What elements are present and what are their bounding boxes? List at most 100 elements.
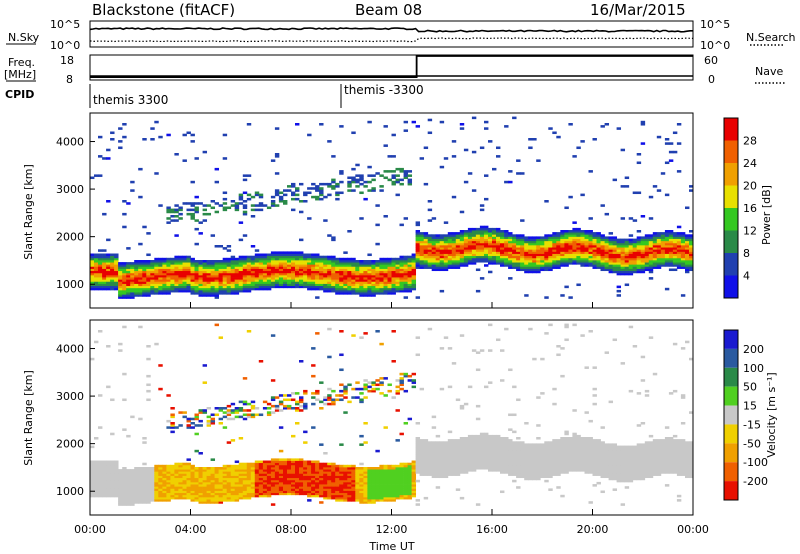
- velCells-cell: [170, 496, 175, 500]
- powerCells-cell: [250, 245, 256, 248]
- powerCells-cell: [323, 195, 328, 199]
- powerCells-cell: [399, 182, 404, 186]
- velCells-cell: [134, 488, 139, 491]
- powerCells-cell: [90, 272, 95, 276]
- powerCells-cell: [640, 236, 646, 239]
- powerCells-cell: [508, 245, 513, 248]
- powerCells-cell: [210, 200, 216, 203]
- velCells-cell: [339, 479, 344, 483]
- velCells-cell: [287, 490, 292, 494]
- velCells-cell: [455, 460, 461, 464]
- powerCells-cell: [459, 238, 465, 242]
- powerCells-cell: [214, 167, 220, 171]
- velCells-cell: [194, 492, 199, 496]
- powerCells-cell: [210, 285, 216, 289]
- velCells-cell: [182, 477, 187, 481]
- powerCells-cell: [532, 251, 537, 254]
- velCells-cell: [102, 464, 107, 468]
- velCells-cell: [423, 454, 429, 457]
- velCells-cell: [138, 494, 143, 498]
- velCells-cell: [258, 492, 264, 496]
- powerCells-cell: [379, 289, 384, 293]
- velCells-cell: [347, 488, 352, 491]
- velCells-cell: [319, 488, 324, 491]
- velCells-cell: [166, 496, 171, 500]
- velCells-cell: [307, 471, 312, 474]
- powerCells-cell: [174, 262, 179, 265]
- powerCells-cell: [258, 285, 264, 289]
- powerCells-cell: [479, 257, 485, 261]
- velCells-cell: [94, 462, 99, 466]
- velCells-cell: [323, 490, 328, 494]
- powerCells-cell: [431, 268, 437, 272]
- powerCells-cell: [246, 264, 252, 267]
- velCells-cell: [371, 471, 376, 474]
- powerCells-cell: [347, 283, 352, 287]
- powerCells-cell: [383, 264, 388, 267]
- powerCells-cell: [528, 245, 533, 248]
- velCells-cell: [162, 467, 167, 470]
- powerCells-cell: [592, 264, 597, 267]
- powerCells-cell: [656, 249, 662, 252]
- powerCells-cell: [146, 287, 151, 291]
- velCells-cell: [295, 490, 300, 494]
- powerCells-cell: [419, 264, 425, 267]
- powerCells-cell: [556, 236, 561, 239]
- velCells-cell: [399, 477, 404, 481]
- powerCells-cell: [427, 249, 433, 252]
- powerCells-cell: [246, 285, 252, 289]
- velCells-cell: [319, 407, 324, 410]
- powerCells-cell: [427, 236, 433, 239]
- powerCells-cell: [471, 189, 477, 192]
- velCells-cell: [447, 469, 453, 472]
- powerCells-cell: [214, 268, 220, 272]
- powerCells-cell: [303, 191, 308, 195]
- powerCells-cell: [488, 257, 493, 261]
- powerCells-cell: [295, 187, 300, 190]
- powerCells-cell: [226, 257, 232, 261]
- powerCells-cell: [672, 253, 678, 257]
- velCells-cell: [291, 392, 296, 395]
- powerCells-cell: [126, 294, 131, 297]
- velCells-cell: [194, 415, 199, 419]
- powerCells-cell: [335, 281, 340, 284]
- powerCells-cell: [685, 245, 690, 248]
- powerCells-cell: [214, 264, 220, 267]
- velCells-cell: [399, 484, 404, 487]
- velCells-cell: [343, 411, 348, 414]
- powerCells-cell: [431, 257, 437, 261]
- powerCells-cell: [383, 272, 388, 276]
- velCells-cell: [222, 407, 228, 410]
- powerCells-cell: [106, 281, 111, 284]
- velCells-cell: [130, 479, 135, 483]
- velCells-cell: [463, 447, 469, 451]
- powerCells-cell: [520, 245, 525, 248]
- powerCells-cell: [528, 249, 533, 252]
- powerCells-cell: [307, 253, 312, 257]
- velCells-cell: [363, 469, 368, 472]
- nsky-trace: [89, 27, 693, 33]
- powerCells-cell: [363, 262, 368, 265]
- powerCells-cell: [371, 281, 376, 284]
- velCells-cell: [254, 490, 260, 494]
- powerCells-cell: [166, 292, 171, 295]
- powerCells-cell: [315, 272, 320, 276]
- powerCells-cell: [158, 277, 163, 280]
- powerCells-cell: [411, 277, 417, 280]
- velCells-cell: [226, 475, 232, 479]
- velCells-cell: [375, 379, 380, 382]
- y-tick-label: 4000: [56, 136, 84, 149]
- powerCells-cell: [202, 287, 208, 291]
- powerCells-cell: [254, 274, 260, 278]
- powerCells-cell: [463, 230, 469, 233]
- velCells-cell: [323, 496, 328, 500]
- powerCells-cell: [351, 281, 356, 284]
- powerCells-cell: [488, 251, 493, 254]
- powerCells-cell: [407, 182, 413, 186]
- powerCells-cell: [616, 242, 622, 246]
- velCells-cell: [367, 496, 372, 500]
- velCells-cell: [447, 452, 453, 455]
- powerCells-cell: [150, 260, 155, 263]
- powerCells-cell: [363, 270, 368, 274]
